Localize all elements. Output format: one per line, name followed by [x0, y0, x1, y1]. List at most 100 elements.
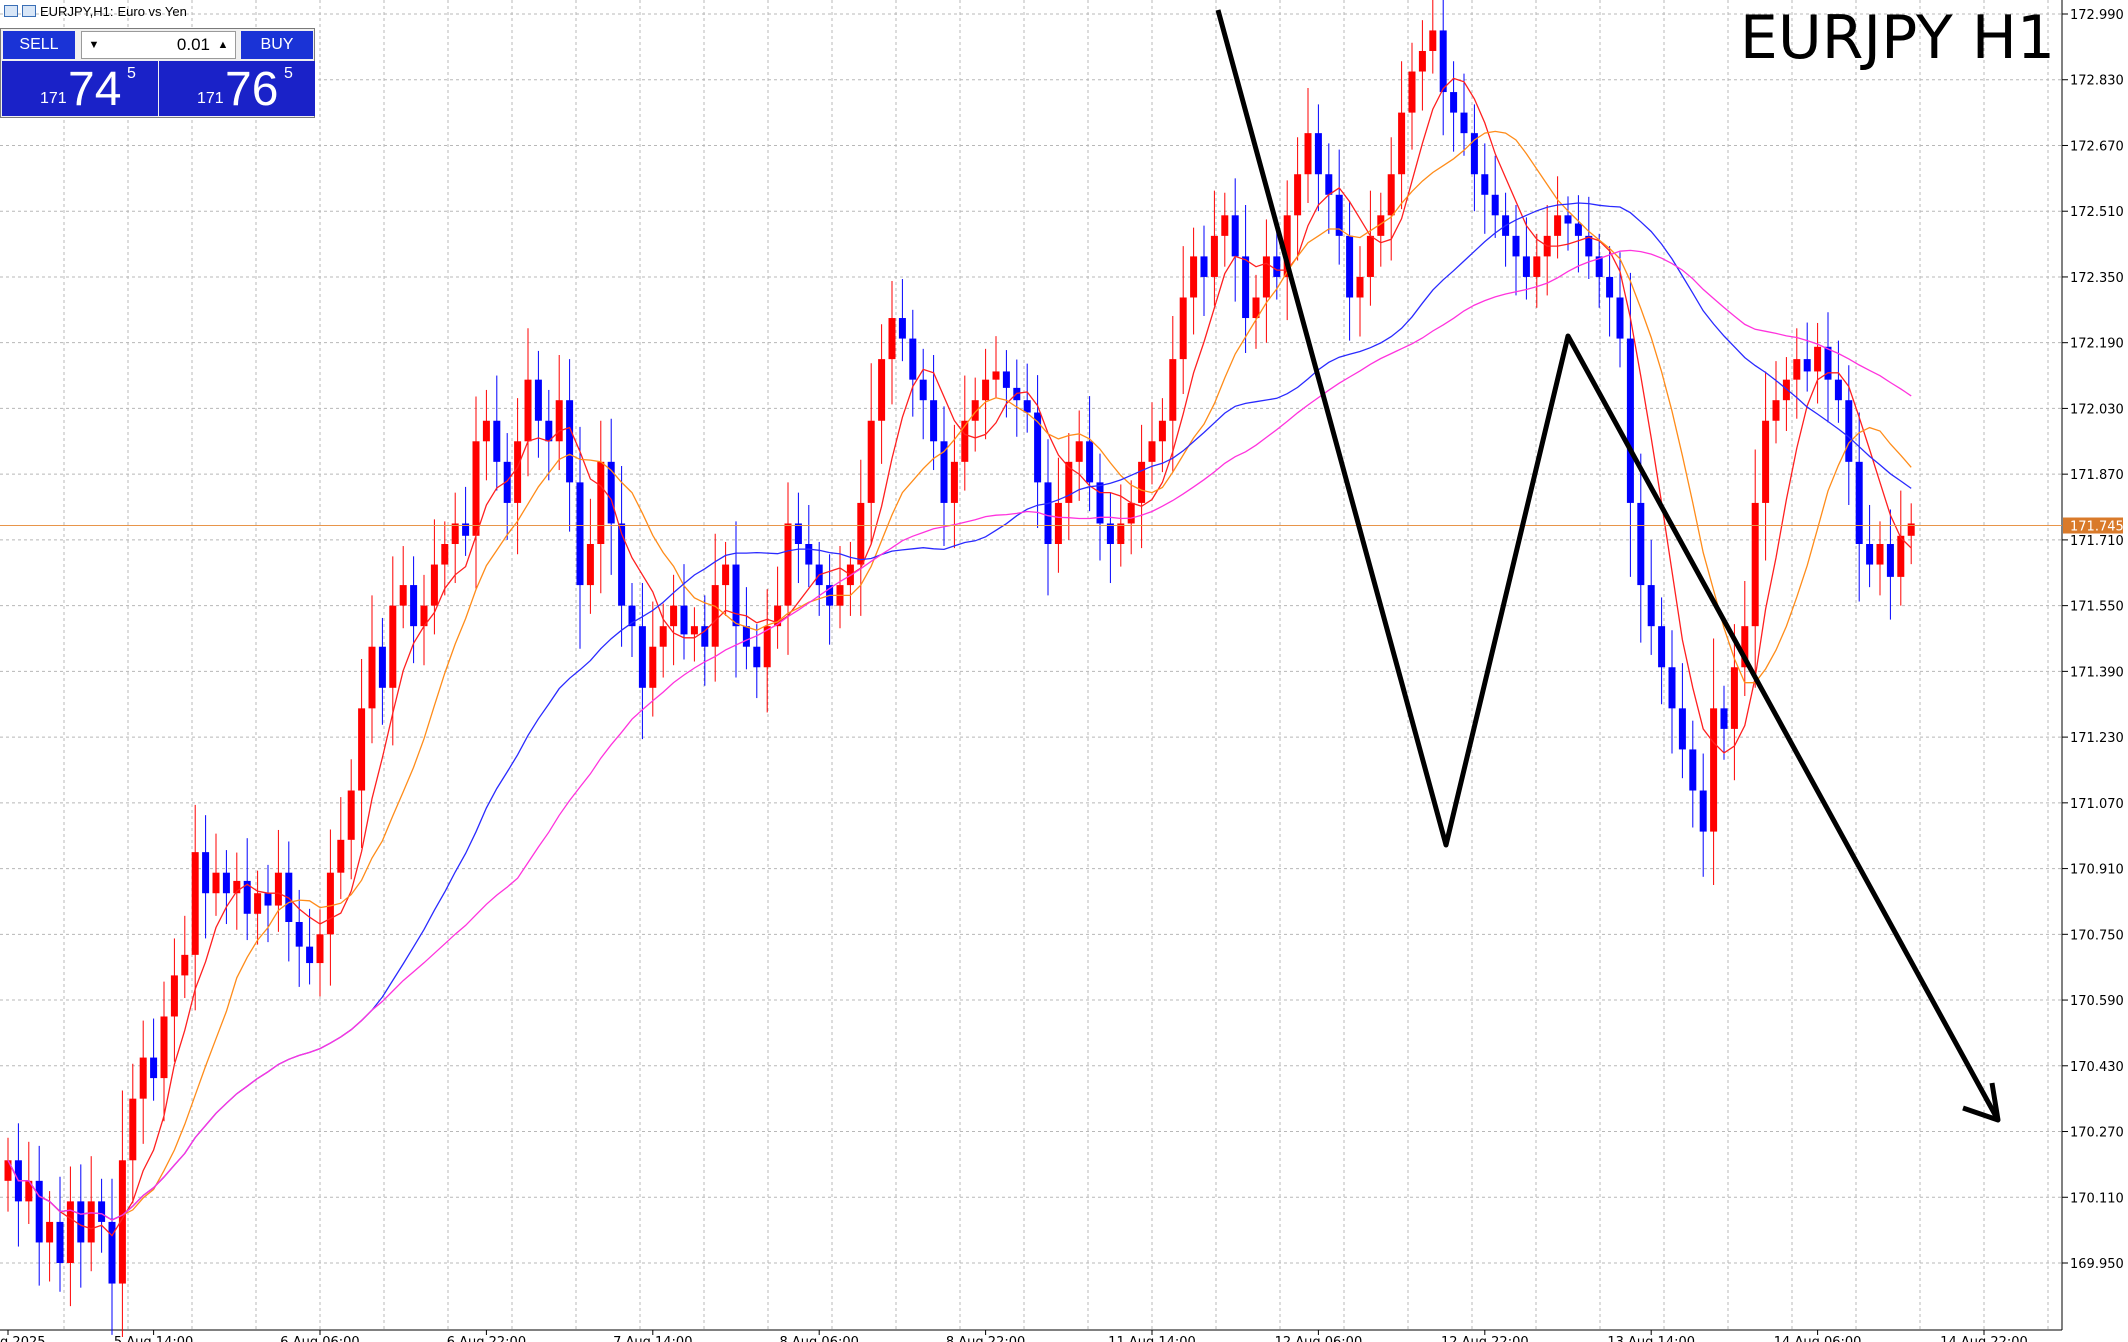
price-tick-label: 170.270 — [2070, 1126, 2124, 1141]
candle-body — [555, 400, 563, 442]
candle-body — [1148, 441, 1156, 462]
candle-body — [1886, 544, 1894, 577]
chart-window-icon[interactable] — [4, 5, 18, 17]
candle-body — [867, 420, 875, 503]
candle-body — [1210, 235, 1218, 277]
candle-body — [222, 872, 230, 894]
candle-body — [295, 921, 303, 947]
candle-body — [1429, 30, 1437, 51]
price-tick-label: 172.670 — [2070, 139, 2124, 154]
candle-body — [337, 839, 345, 873]
candle-body — [909, 338, 917, 380]
candle-body — [1741, 626, 1749, 668]
candle-body — [1762, 420, 1770, 503]
time-tick-label: 14 Aug 22:00 — [1940, 1335, 2028, 1342]
candle-body — [1574, 223, 1582, 236]
candle-body — [243, 880, 251, 914]
candle-body — [451, 523, 459, 545]
buy-price-sup: 5 — [284, 65, 293, 82]
volume-down-icon[interactable]: ▼ — [88, 39, 100, 51]
candle-body — [25, 1180, 33, 1202]
candle-body — [1845, 400, 1853, 462]
candle-body — [326, 872, 334, 935]
chart-properties-icon[interactable] — [22, 5, 36, 17]
candle-body — [233, 880, 241, 894]
symbol-description: Euro vs Yen — [117, 3, 187, 19]
price-axis: 172.990 172.830 172.670 172.510 172.350 172.1… — [2062, 8, 2124, 1272]
price-tick-label: 170.110 — [2070, 1191, 2124, 1206]
candle-body — [441, 544, 449, 565]
candle-body — [368, 646, 376, 709]
candle-body — [1304, 133, 1312, 175]
candle-body — [649, 646, 657, 688]
candle-body — [1366, 235, 1374, 277]
current-price-label: 171.745 — [2070, 520, 2124, 535]
candle-body — [1647, 585, 1655, 627]
price-tick-label: 172.350 — [2070, 271, 2124, 286]
candle-body — [514, 441, 522, 503]
candle-body — [35, 1180, 43, 1243]
price-tick-label: 172.990 — [2070, 8, 2124, 23]
candle-body — [586, 544, 594, 586]
candle-body — [878, 359, 886, 421]
time-tick-label: 8 Aug 06:00 — [780, 1335, 859, 1342]
price-tick-label: 171.070 — [2070, 797, 2124, 812]
candle-body — [254, 893, 262, 914]
candle-body — [1294, 174, 1302, 216]
candle-body — [628, 605, 636, 627]
candle-body — [545, 420, 553, 442]
candle-body — [742, 626, 750, 647]
price-tick-label: 171.230 — [2070, 731, 2124, 746]
candle-body — [1138, 461, 1146, 503]
candle-body — [482, 420, 490, 442]
candle-body — [160, 1016, 168, 1079]
candle-body — [462, 523, 470, 536]
candle-body — [1387, 174, 1395, 216]
candle-body — [4, 1160, 12, 1181]
candle-body — [794, 523, 802, 545]
buy-price[interactable]: 171 76 5 — [159, 61, 315, 116]
buy-price-prefix: 171 — [197, 90, 224, 107]
volume-input[interactable] — [108, 34, 212, 56]
candle-body — [670, 605, 678, 627]
candle-body — [493, 420, 501, 462]
candle-body — [1606, 276, 1614, 298]
candle-body — [722, 564, 730, 586]
sell-button[interactable]: SELL — [3, 31, 75, 59]
candle-body — [1772, 400, 1780, 421]
buy-button[interactable]: BUY — [241, 31, 313, 59]
price-tick-label: 170.590 — [2070, 994, 2124, 1009]
price-tick-label: 169.950 — [2070, 1257, 2124, 1272]
candle-body — [566, 400, 574, 483]
candle-body — [1866, 544, 1874, 565]
time-tick-label: 13 Aug 14:00 — [1607, 1335, 1695, 1342]
price-tick-label: 171.710 — [2070, 534, 2124, 549]
candle-body — [1720, 708, 1728, 729]
candle-body — [1876, 544, 1884, 565]
candle-body — [1897, 535, 1905, 577]
candle-body — [1179, 297, 1187, 360]
candle-body — [805, 544, 813, 565]
volume-up-icon[interactable]: ▲ — [217, 39, 229, 51]
candle-body — [1242, 256, 1250, 319]
candle-body — [430, 564, 438, 606]
candle-body — [1262, 256, 1270, 298]
candle-body — [399, 585, 407, 606]
ma-fast-line — [7, 77, 1912, 1237]
candle-body — [524, 379, 532, 442]
candle-body — [888, 318, 896, 360]
sell-price-prefix: 171 — [40, 90, 67, 107]
time-tick-label: 4 Aug 2025 — [0, 1335, 46, 1342]
sell-price[interactable]: 171 74 5 — [2, 61, 158, 116]
candle-body — [1699, 790, 1707, 832]
candle-body — [202, 852, 210, 894]
candle-body — [992, 371, 1000, 380]
time-tick-label: 6 Aug 06:00 — [280, 1335, 359, 1342]
candle-body — [1678, 708, 1686, 750]
candle-body — [618, 523, 626, 606]
candle-body — [1190, 256, 1198, 298]
price-tick-label: 170.750 — [2070, 928, 2124, 943]
candle-body — [1637, 502, 1645, 586]
candle-body — [170, 975, 178, 1017]
